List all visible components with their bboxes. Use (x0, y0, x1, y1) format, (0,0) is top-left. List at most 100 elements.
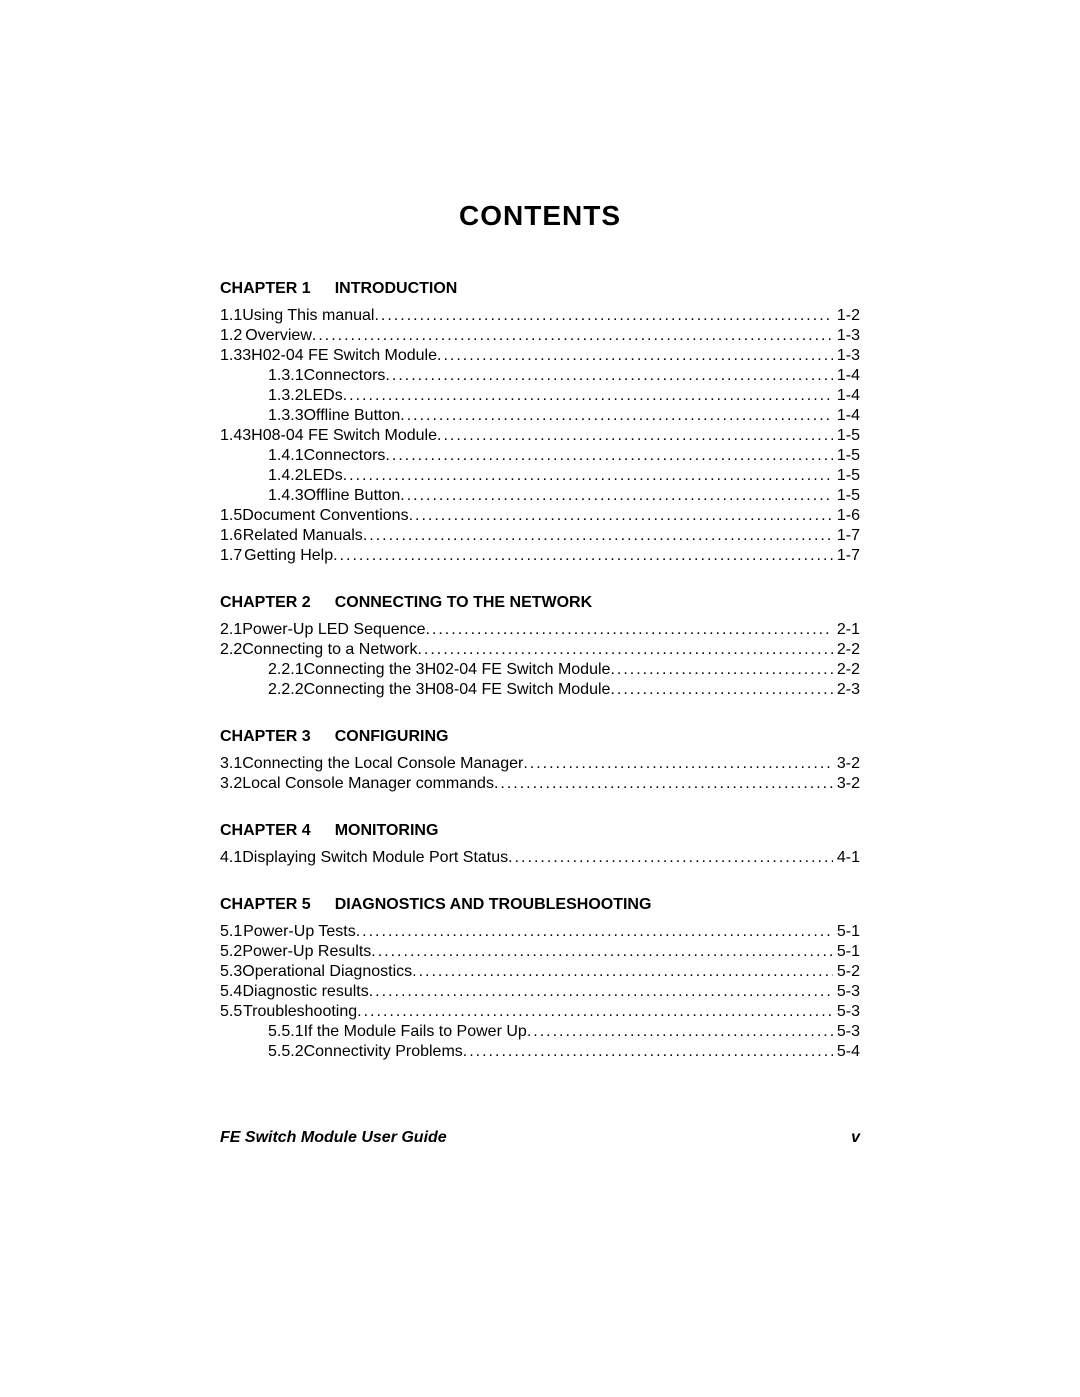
toc-entry-page: 5-4 (833, 1042, 860, 1062)
toc-entry: 1.3.3Offline Button 1-4 (220, 406, 860, 426)
toc-entry: 1.4.1Connectors 1-5 (220, 446, 860, 466)
toc-entry: 1.7Getting Help 1-7 (220, 546, 860, 566)
toc-leader-dots (363, 526, 833, 546)
toc-entry-title: Offline Button (304, 486, 401, 506)
toc-entry: 1.2Overview 1-3 (220, 326, 860, 346)
chapter-title: CONNECTING TO THE NETWORK (335, 594, 592, 611)
toc-entry-title: Displaying Switch Module Port Status (242, 848, 508, 868)
toc-entry-title: Local Console Manager commands (242, 774, 494, 794)
chapter-heading: CHAPTER 4MONITORING (220, 822, 860, 840)
chapter-heading: CHAPTER 5 DIAGNOSTICS AND TROUBLESHOOTING (220, 896, 860, 914)
page-title: CONTENTS (220, 200, 860, 232)
toc-entry-number: 3.1 (220, 754, 242, 774)
toc-entry-title: Connectivity Problems (304, 1042, 463, 1062)
toc-entry: 1.4.2LEDs 1-5 (220, 466, 860, 486)
toc-entry: 2.2.2Connecting the 3H08-04 FE Switch Mo… (220, 680, 860, 700)
toc-entry-number: 5.4 (220, 982, 242, 1002)
toc-entry-number: 2.1 (220, 620, 242, 640)
toc-entry-page: 2-2 (833, 640, 860, 660)
toc-entry-number: 5.3 (220, 962, 242, 982)
toc-entry-title: Using This manual (242, 306, 374, 326)
toc-entry-number: 4.1 (220, 848, 242, 868)
chapter-title: DIAGNOSTICS AND TROUBLESHOOTING (335, 896, 652, 913)
toc-leader-dots (385, 446, 832, 466)
toc-leader-dots (409, 506, 833, 526)
toc-entry-title: Connecting the Local Console Manager (242, 754, 523, 774)
toc-entry-number: 3.2 (220, 774, 242, 794)
chapter-label: CHAPTER 1 (220, 280, 311, 298)
toc-leader-dots (400, 406, 833, 426)
page: CONTENTS CHAPTER 1INTRODUCTION1.1Using T… (0, 0, 1080, 1397)
toc-entry-page: 1-7 (833, 546, 860, 566)
toc-entry-page: 1-5 (833, 426, 860, 446)
toc-entry-number: 1.2 (220, 326, 245, 346)
toc-leader-dots (343, 466, 833, 486)
chapter-label: CHAPTER 5 (220, 896, 311, 914)
footer-left: FE Switch Module User Guide (220, 1129, 447, 1147)
toc-leader-dots (412, 962, 833, 982)
toc-entry-page: 2-2 (833, 660, 860, 680)
toc-entry: 2.2.1Connecting the 3H02-04 FE Switch Mo… (220, 660, 860, 680)
toc-entry-page: 1-3 (833, 346, 860, 366)
toc-leader-dots (527, 1022, 833, 1042)
toc-leader-dots (333, 546, 833, 566)
chapter-label: CHAPTER 3 (220, 728, 311, 746)
toc-entry-number: 1.5 (220, 506, 242, 526)
toc-entry: 1.6Related Manuals 1-7 (220, 526, 860, 546)
toc-leader-dots (523, 754, 833, 774)
toc-entry-number: 1.1 (220, 306, 242, 326)
toc-leader-dots (425, 620, 832, 640)
toc-entry-number: 1.4.3 (268, 486, 304, 506)
toc-entry-title: Power-Up Tests (243, 922, 356, 942)
toc-entry-number: 1.4.1 (268, 446, 304, 466)
toc-entry-number: 1.3 (220, 346, 242, 366)
toc-entry-title: Document Conventions (242, 506, 408, 526)
toc-leader-dots (357, 1002, 833, 1022)
toc-entry-number: 2.2.2 (268, 680, 304, 700)
chapter-title: MONITORING (335, 822, 439, 839)
toc-entry-page: 1-4 (833, 386, 860, 406)
toc-entry-title: Related Manuals (243, 526, 363, 546)
toc-entry: 5.5.1If the Module Fails to Power Up 5-3 (220, 1022, 860, 1042)
toc-entry-page: 1-2 (833, 306, 860, 326)
toc-entry: 1.43H08-04 FE Switch Module 1-5 (220, 426, 860, 446)
toc-entry-page: 5-1 (833, 942, 860, 962)
toc-entry-title: Getting Help (244, 546, 333, 566)
toc-entry-page: 1-5 (833, 486, 860, 506)
toc-entry-page: 3-2 (833, 754, 860, 774)
toc-entry-title: Connecting the 3H02-04 FE Switch Module (304, 660, 611, 680)
toc-entry-title: If the Module Fails to Power Up (304, 1022, 527, 1042)
toc-entry-title: LEDs (304, 466, 343, 486)
toc-entry: 3.1Connecting the Local Console Manager … (220, 754, 860, 774)
toc-entry: 5.3Operational Diagnostics 5-2 (220, 962, 860, 982)
toc-entry-number: 2.2 (220, 640, 242, 660)
toc-entry-title: Diagnostic results (242, 982, 368, 1002)
toc-entry-title: Connectors (304, 366, 386, 386)
toc-leader-dots (369, 982, 833, 1002)
toc-entry-title: Offline Button (304, 406, 401, 426)
toc-leader-dots (417, 640, 832, 660)
toc-entry-number: 5.1 (220, 922, 243, 942)
toc-entry-title: Operational Diagnostics (242, 962, 412, 982)
toc-entry-number: 1.6 (220, 526, 243, 546)
chapter-title: CONFIGURING (335, 728, 449, 745)
toc-entry: 1.3.2LEDs 1-4 (220, 386, 860, 406)
toc-entry: 1.5Document Conventions 1-6 (220, 506, 860, 526)
toc-entry: 5.5.2Connectivity Problems 5-4 (220, 1042, 860, 1062)
toc-leader-dots (343, 386, 833, 406)
toc-leader-dots (508, 848, 833, 868)
footer: FE Switch Module User Guide v (220, 1129, 860, 1147)
toc-entry-title: Power-Up Results (242, 942, 371, 962)
toc-leader-dots (610, 680, 832, 700)
toc-entry-number: 5.5.2 (268, 1042, 304, 1062)
toc-leader-dots (610, 660, 832, 680)
toc-entry-number: 2.2.1 (268, 660, 304, 680)
toc-entry: 3.2Local Console Manager commands 3-2 (220, 774, 860, 794)
toc-leader-dots (437, 346, 833, 366)
toc-leader-dots (385, 366, 832, 386)
toc-entry-title: Connecting the 3H08-04 FE Switch Module (304, 680, 611, 700)
toc-entry-page: 1-4 (833, 406, 860, 426)
toc-leader-dots (371, 942, 833, 962)
toc-entry: 1.4.3Offline Button 1-5 (220, 486, 860, 506)
toc-entry-page: 1-6 (833, 506, 860, 526)
